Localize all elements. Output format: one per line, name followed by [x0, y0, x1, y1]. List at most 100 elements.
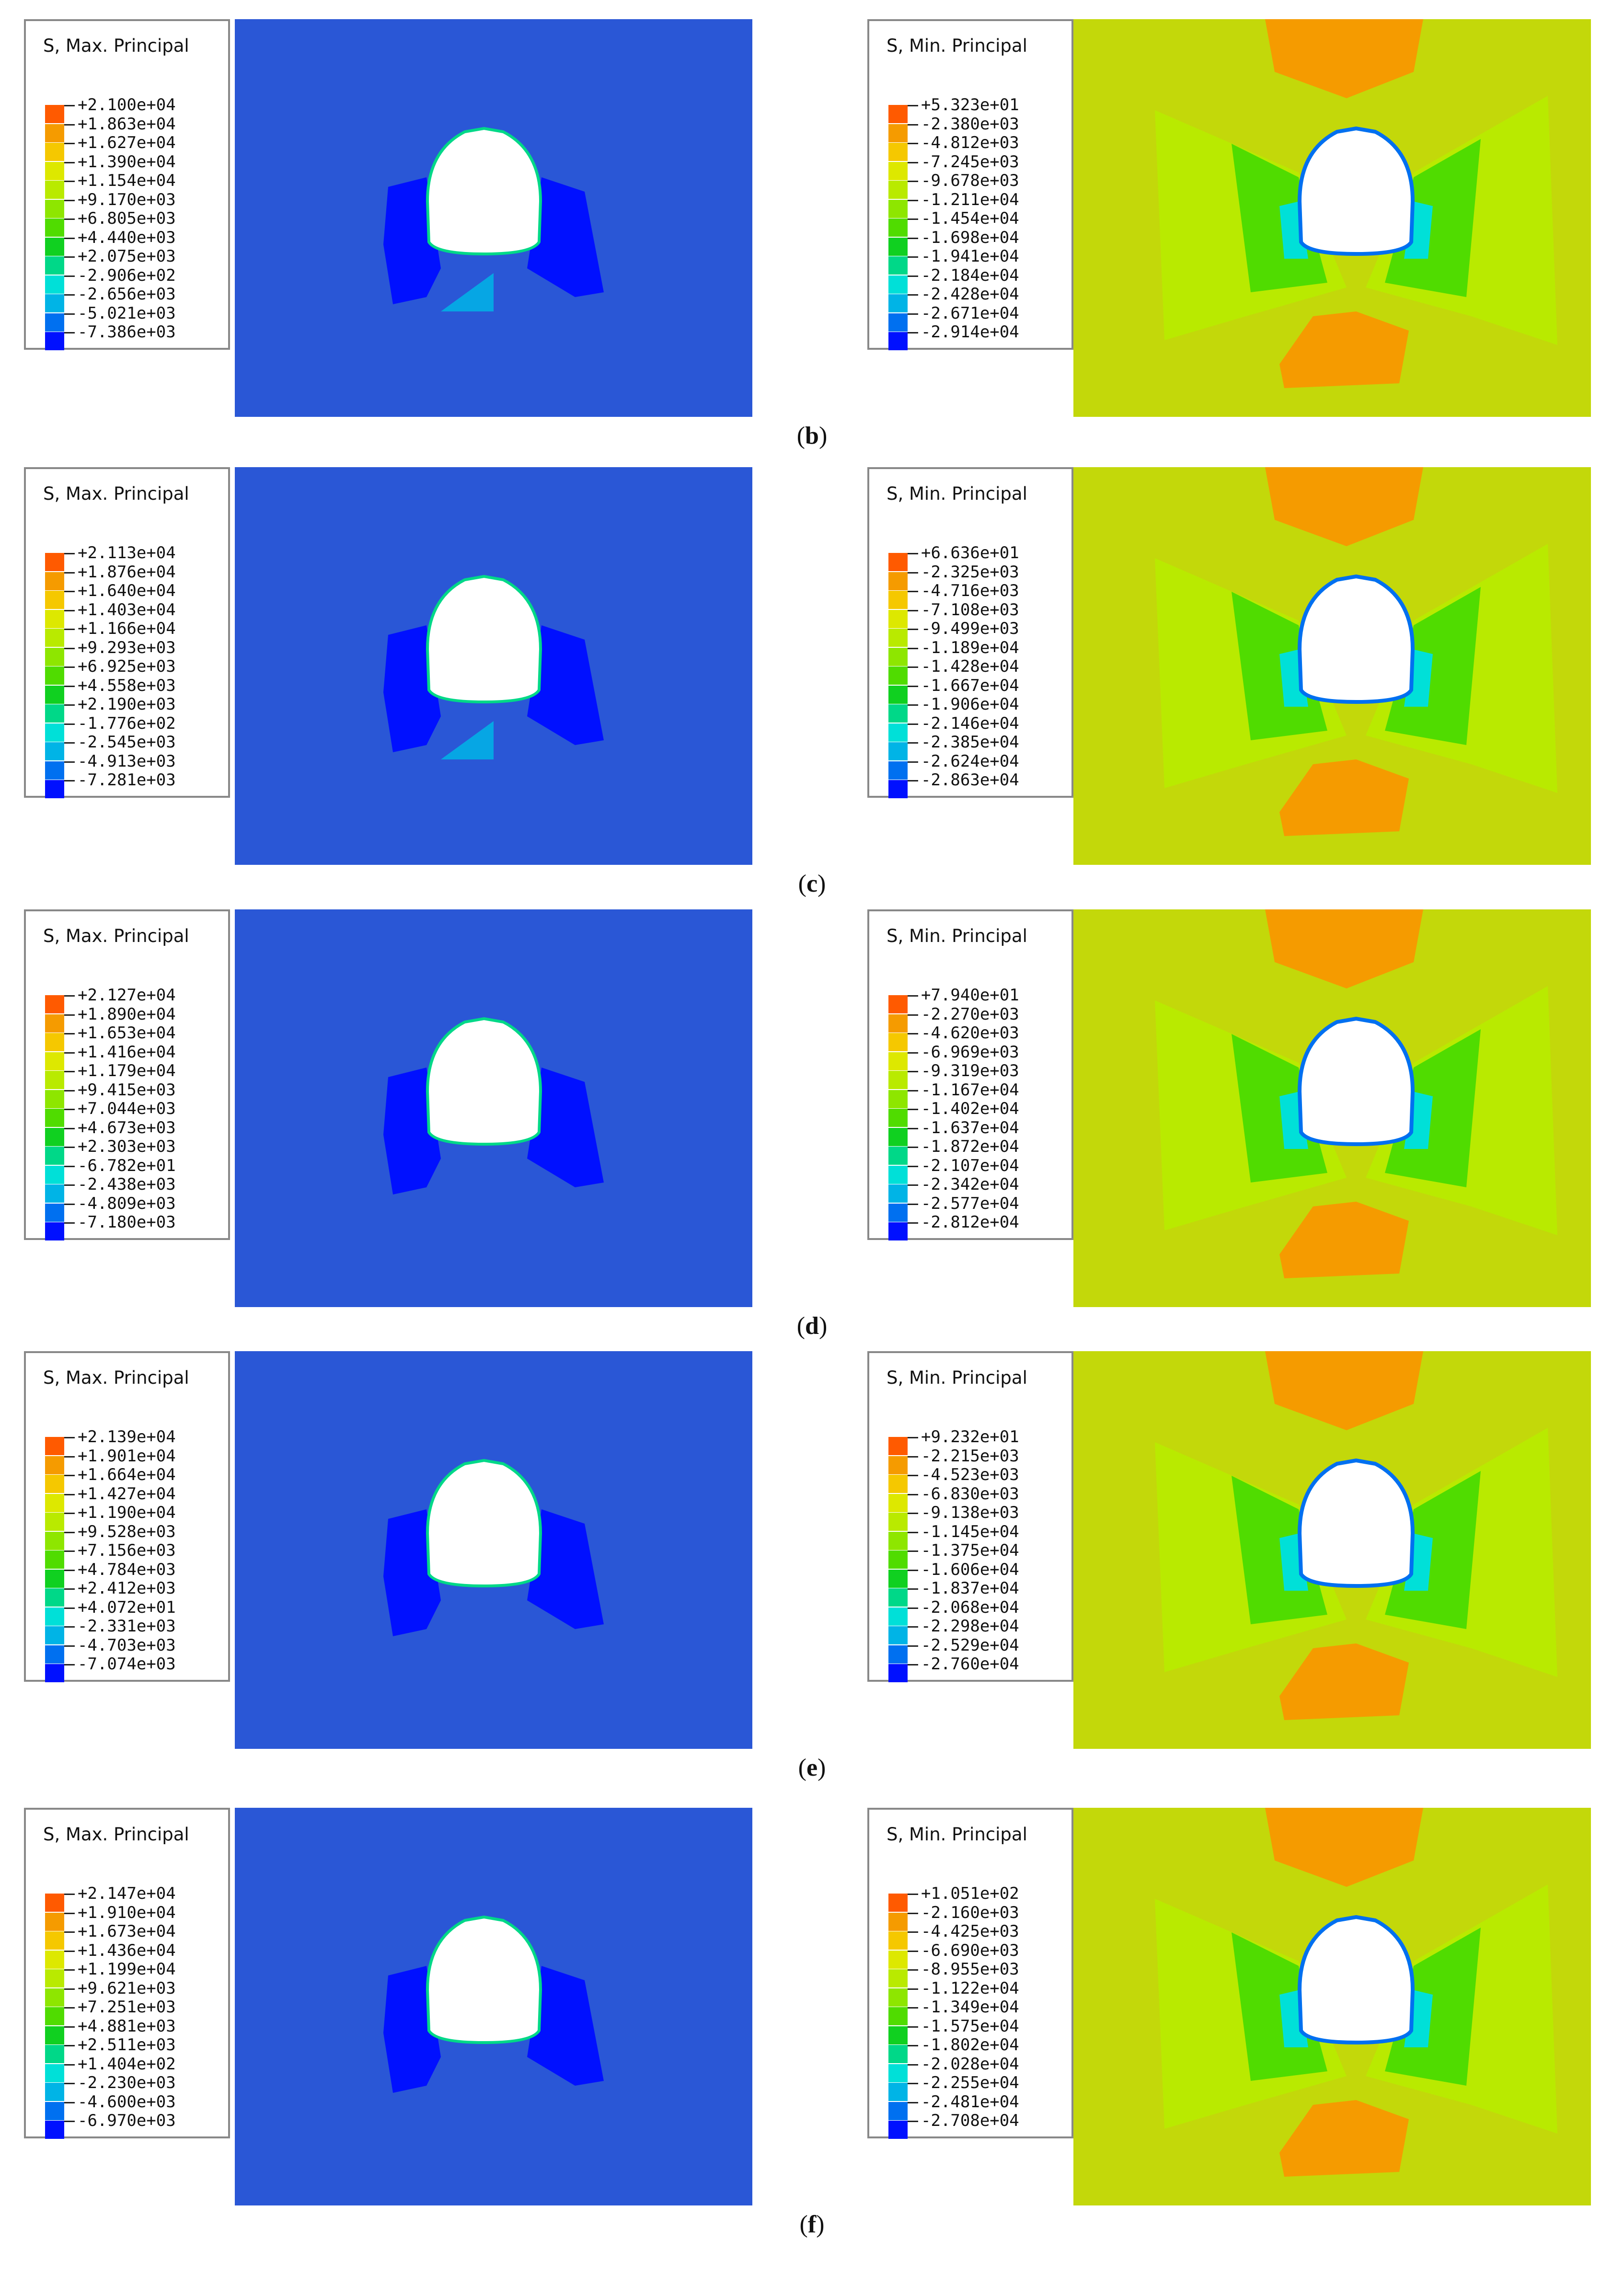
legend-color-swatch	[888, 294, 908, 312]
legend-value-label: -2.529e+04	[921, 1635, 1019, 1655]
legend-color-swatch	[888, 105, 908, 123]
legend-tick	[64, 2064, 75, 2066]
legend-title: S, Min. Principal	[887, 35, 1027, 56]
legend-tick	[64, 181, 75, 182]
legend-color-swatch	[45, 761, 64, 780]
legend-tick	[908, 647, 918, 649]
min-principal-legend: S, Min. Principal +1.051e+02 -2.160e+03 -4.…	[867, 1808, 1073, 2139]
legend-color-swatch	[45, 1475, 64, 1493]
legend-tick	[908, 1184, 918, 1186]
floor-compression-zone	[1279, 1643, 1409, 1720]
legend-color-swatch	[45, 629, 64, 647]
legend-tick	[908, 1475, 918, 1476]
legend-color-swatch	[45, 1203, 64, 1222]
legend-value-label: +6.805e+03	[78, 209, 176, 228]
legend-color-swatch	[888, 1912, 908, 1931]
legend-value-label: +1.664e+04	[78, 1465, 176, 1484]
legend-value-label: +7.044e+03	[78, 1099, 176, 1118]
legend-value-label: +1.179e+04	[78, 1061, 176, 1080]
legend-value-label: -4.523e+03	[921, 1465, 1019, 1484]
legend-color-swatch	[45, 332, 64, 346]
legend-tick	[64, 2121, 75, 2122]
legend-color-swatch	[888, 629, 908, 647]
legend-color-swatch	[45, 1569, 64, 1588]
max-principal-legend: S, Max. Principal +2.139e+04 +1.901e+04 +1.…	[24, 1351, 230, 1682]
legend-tick	[64, 1052, 75, 1054]
legend-value-label: +6.636e+01	[921, 543, 1019, 563]
legend-value-label: -2.342e+04	[921, 1175, 1019, 1194]
max-principal-legend: S, Max. Principal +2.100e+04 +1.863e+04 +1.…	[24, 19, 230, 350]
legend-value-label: -2.385e+04	[921, 733, 1019, 752]
legend-color-swatch	[45, 1607, 64, 1626]
min-principal-contour-plot	[1073, 19, 1591, 417]
legend-tick	[908, 2101, 918, 2103]
legend-value-label: +4.881e+03	[78, 2016, 176, 2036]
legend-tick	[64, 1033, 75, 1034]
legend-color-swatch	[888, 1071, 908, 1089]
legend-color-swatch	[888, 256, 908, 275]
legend-value-label: +2.127e+04	[78, 986, 176, 1005]
legend-color-swatch	[888, 1569, 908, 1588]
legend-tick	[908, 1988, 918, 1990]
legend-color-swatch	[888, 1950, 908, 1969]
legend-tick	[64, 685, 75, 687]
floor-compression-zone	[1279, 1202, 1409, 1278]
legend-tick	[908, 1645, 918, 1647]
legend-value-label: -1.606e+04	[921, 1560, 1019, 1579]
legend-value-label: -2.270e+03	[921, 1004, 1019, 1024]
legend-value-label: +2.147e+04	[78, 1884, 176, 1903]
legend-tick	[64, 2026, 75, 2028]
legend-color-swatch	[45, 591, 64, 609]
legend-color-swatch	[888, 647, 908, 666]
legend-color-swatch	[888, 1550, 908, 1569]
tunnel-opening	[1297, 1915, 1415, 2045]
legend-value-label: -6.782e+01	[78, 1156, 176, 1175]
tunnel-opening	[426, 1915, 542, 2044]
legend-value-label: +2.100e+04	[78, 95, 176, 115]
legend-color-swatch	[45, 2007, 64, 2025]
legend-color-swatch	[888, 161, 908, 180]
legend-color-swatch	[45, 1109, 64, 1127]
legend-color-swatch	[888, 218, 908, 237]
legend-tick	[64, 1437, 75, 1438]
legend-tick	[908, 1033, 918, 1034]
legend-color-swatch	[45, 685, 64, 704]
legend-color-swatch	[45, 181, 64, 199]
legend-value-label: -4.716e+03	[921, 581, 1019, 600]
legend-value-label: -1.667e+04	[921, 676, 1019, 695]
legend-tick	[64, 1014, 75, 1016]
legend-color-swatch	[888, 995, 908, 1013]
legend-color-swatch	[888, 275, 908, 294]
legend-color-swatch	[888, 199, 908, 218]
legend-color-swatch	[45, 1931, 64, 1950]
legend-tick	[908, 1203, 918, 1205]
legend-value-label: -1.211e+04	[921, 190, 1019, 209]
legend-color-swatch	[888, 780, 908, 794]
legend-color-swatch	[888, 1475, 908, 1493]
legend-tick	[908, 1071, 918, 1072]
legend-value-label: -1.145e+04	[921, 1522, 1019, 1541]
legend-value-label: +2.113e+04	[78, 543, 176, 563]
legend-tick	[908, 143, 918, 144]
legend-value-label: +4.440e+03	[78, 228, 176, 247]
legend-color-swatch	[45, 1531, 64, 1550]
right-tension-zone	[527, 1068, 604, 1187]
legend-color-swatch	[45, 1950, 64, 1969]
legend-color-swatch	[45, 1493, 64, 1512]
legend-value-label: -6.969e+03	[921, 1042, 1019, 1062]
legend-tick	[64, 1165, 75, 1167]
legend-tick	[64, 666, 75, 668]
legend-tick	[64, 2101, 75, 2103]
min-principal-legend: S, Min. Principal +5.323e+01 -2.380e+03 -4.…	[867, 19, 1073, 350]
legend-value-label: -1.776e+02	[78, 713, 176, 733]
legend-color-swatch	[45, 1664, 64, 1678]
legend-tick	[64, 723, 75, 725]
legend-color-swatch	[888, 1109, 908, 1127]
legend-value-label: +9.293e+03	[78, 638, 176, 657]
legend-value-label: -2.906e+02	[78, 265, 176, 285]
legend-tick	[908, 1014, 918, 1016]
tunnel-opening	[426, 574, 542, 704]
legend-color-swatch	[45, 1988, 64, 2007]
legend-tick	[908, 1109, 918, 1110]
legend-color-swatch	[888, 591, 908, 609]
